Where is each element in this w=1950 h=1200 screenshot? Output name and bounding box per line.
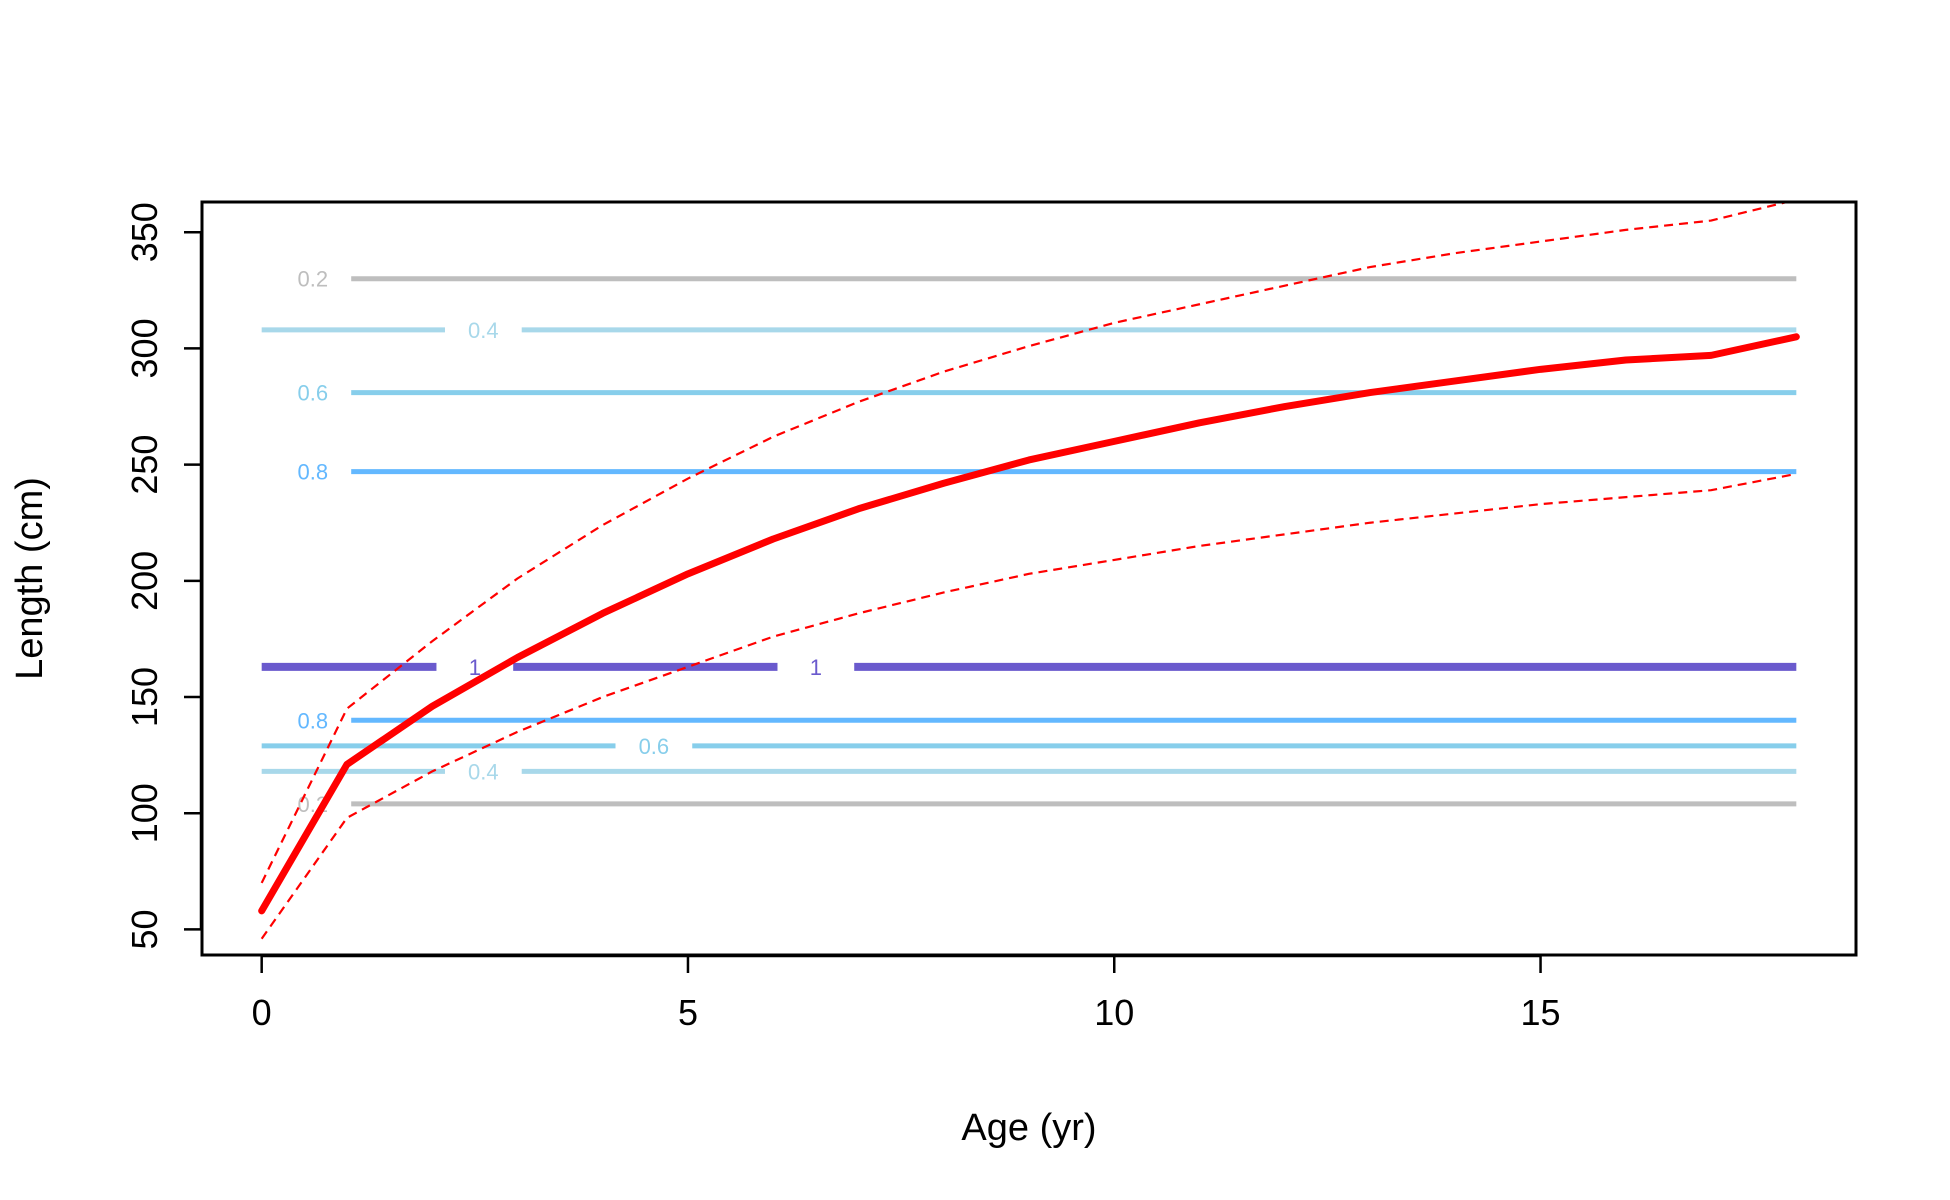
upper-curve — [260, 202, 1792, 884]
y-tick-label: 200 — [124, 551, 165, 611]
y-tick-label: 250 — [124, 435, 165, 495]
contour-label: 0.4 — [468, 318, 499, 343]
growth-curves — [258, 202, 1800, 940]
y-axis-title: Length (cm) — [9, 477, 51, 680]
lower-curve — [260, 472, 1797, 940]
contour-lines: 0.20.40.60.81 10.80.60.40.2 — [261, 267, 1797, 817]
x-axis-title: Age (yr) — [961, 1107, 1096, 1149]
contour-label: 0.8 — [298, 708, 329, 733]
contour-label: 0.4 — [468, 759, 499, 784]
contour-label: 0.8 — [298, 460, 329, 485]
y-tick-label: 150 — [124, 667, 165, 727]
contour-label: 0.6 — [298, 381, 329, 406]
y-axis: 50 100 150 200 250 300 350 — [124, 202, 203, 949]
contour-label: 0.6 — [639, 734, 670, 759]
x-axis: 0 5 10 15 — [252, 954, 1561, 1033]
x-tick-label: 15 — [1521, 992, 1561, 1033]
y-tick-label: 350 — [124, 202, 165, 262]
contour-label: 1 — [810, 655, 822, 680]
contour-label: 1 — [469, 655, 481, 680]
plot-frame — [200, 200, 1858, 957]
y-tick-label: 50 — [124, 909, 165, 949]
y-tick-label: 100 — [124, 783, 165, 843]
y-tick-label: 300 — [124, 318, 165, 378]
x-tick-label: 10 — [1094, 992, 1134, 1033]
mean-curve — [258, 333, 1800, 915]
x-tick-label: 0 — [252, 992, 272, 1033]
x-tick-label: 5 — [678, 992, 698, 1033]
contour-label: 0.2 — [298, 267, 329, 292]
